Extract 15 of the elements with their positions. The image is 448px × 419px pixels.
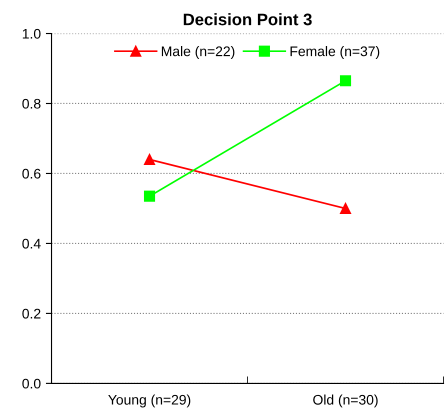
point: [144, 154, 156, 166]
y-tick-label: 1.0: [22, 28, 41, 39]
legend-label: Female (n=37): [290, 46, 380, 59]
y-tick-label: 0.8: [22, 98, 40, 109]
x-tick-label: Old (n=30): [313, 394, 378, 408]
legend-label: Male (n=22): [162, 46, 234, 59]
point: [340, 75, 352, 86]
y-tick-label: 0.2: [22, 308, 40, 319]
y-tick-label: 0.4: [22, 238, 41, 249]
y-tick-label: 0.0: [22, 378, 41, 389]
chart-title: Decision Point 3: [184, 13, 312, 26]
point: [340, 202, 352, 214]
x-tick-label: Young (n=29): [108, 394, 190, 408]
point: [144, 190, 156, 202]
y-tick-label: 0.6: [22, 168, 40, 179]
